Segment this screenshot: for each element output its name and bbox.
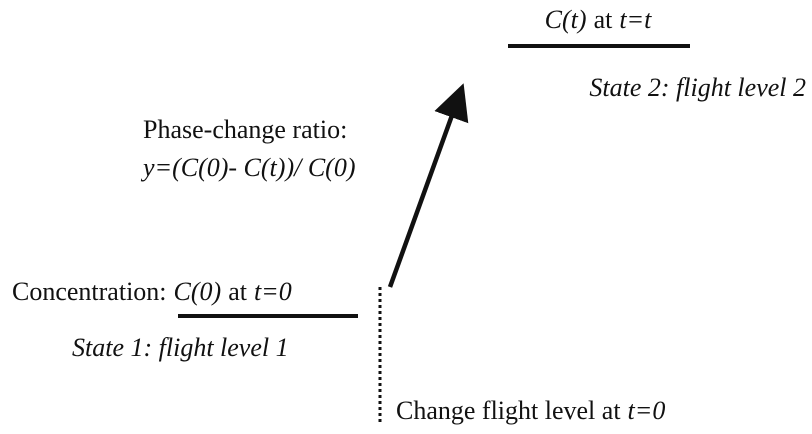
text-run: Concentration: (12, 277, 167, 306)
change-label: Change flight level at t=0 (396, 396, 665, 425)
text-run: Change flight level at (396, 396, 621, 425)
text-run: t=0 (628, 396, 666, 425)
text-run: C(t) (545, 5, 587, 34)
arrow (387, 83, 469, 288)
state1-label: State 1: flight level 1 (72, 333, 289, 362)
final-state-label: C(t) at t=t (545, 5, 652, 34)
text-run: t=0 (254, 277, 292, 306)
ratio-title: Phase-change ratio: (143, 115, 347, 144)
ratio-formula: y=(C(0)- C(t))/ C(0) (140, 153, 355, 182)
initial-state-label: Concentration: C(0) at t=0 (12, 277, 292, 306)
text-run: C(0) (174, 277, 222, 306)
text-run: at (594, 5, 614, 34)
text-run: t=t (619, 5, 652, 34)
text-run: at (228, 277, 248, 306)
state2-label: State 2: flight level 2 (589, 73, 806, 102)
